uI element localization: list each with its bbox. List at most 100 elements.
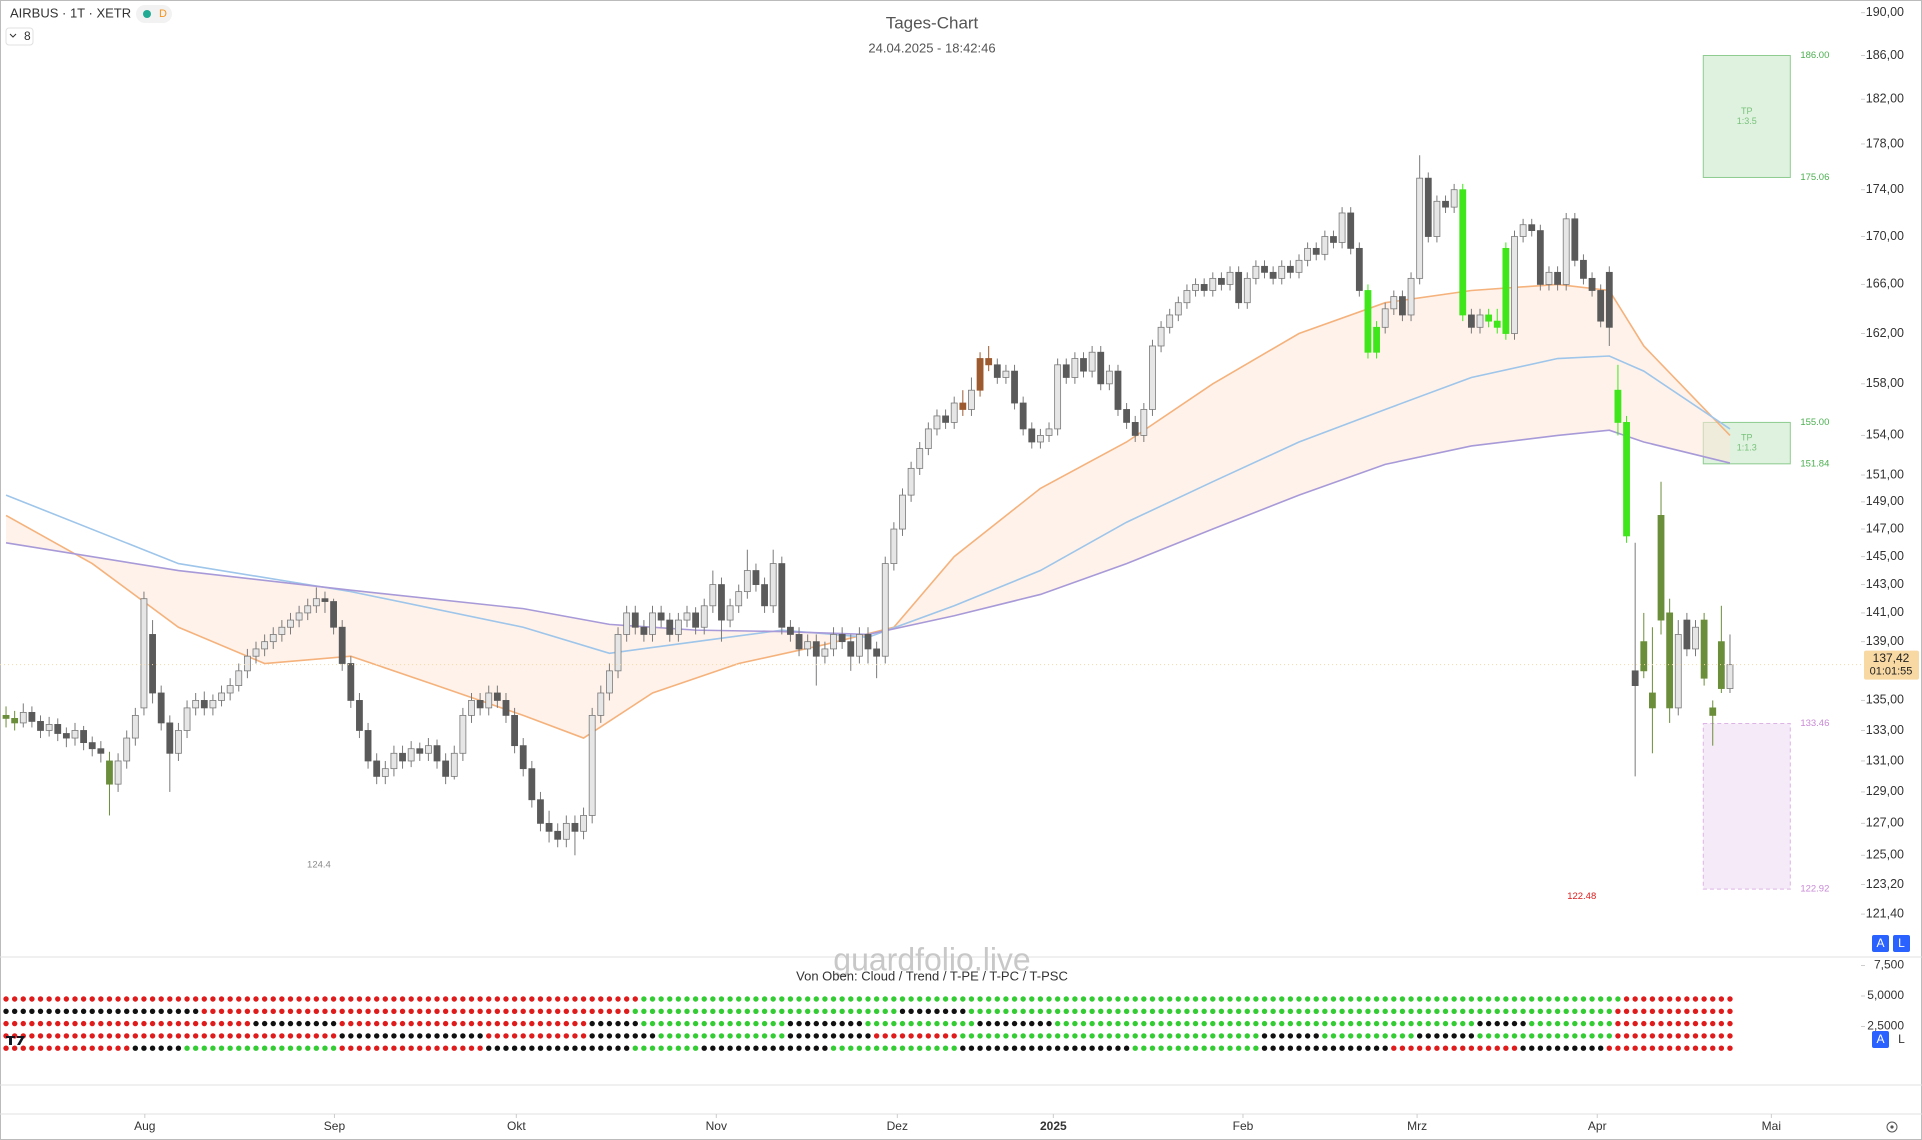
indicator-dot	[227, 1033, 233, 1039]
collapse-button[interactable]	[5, 27, 34, 46]
candle-body	[649, 612, 656, 635]
candle-body	[1528, 224, 1536, 231]
indicator-dot	[1175, 1020, 1182, 1027]
indicator-dot	[1037, 1020, 1044, 1027]
candle-body	[778, 563, 786, 628]
indicator-dot	[839, 1008, 845, 1014]
candle-body	[209, 700, 217, 709]
indicator-dot	[1606, 1008, 1613, 1014]
indicator-dot	[761, 1008, 768, 1014]
indicator-dot	[339, 996, 345, 1002]
candle-body	[1467, 314, 1475, 328]
indicator-dot	[261, 1033, 268, 1039]
indicator-dot	[1063, 1008, 1069, 1014]
indicator-dot	[649, 1033, 656, 1039]
indicator-dot	[1132, 1008, 1138, 1014]
auto-scale-label[interactable]: A	[1876, 936, 1884, 950]
target-bottom-label: 122.92	[1800, 884, 1829, 895]
log-scale-label[interactable]: L	[1898, 1032, 1905, 1046]
indicator-dot	[667, 996, 673, 1002]
candle-body	[614, 634, 622, 672]
indicator-dot	[1503, 1045, 1509, 1051]
x-tick-label: Mai	[1762, 1119, 1781, 1133]
indicator-dot	[848, 1045, 854, 1051]
indicator-dot	[279, 1045, 285, 1051]
indicator-dot	[589, 1020, 595, 1027]
indicator-dot	[572, 1020, 578, 1027]
indicator-dot	[1460, 996, 1466, 1002]
indicator-dot	[1649, 1008, 1656, 1014]
indicator-dot	[718, 1020, 725, 1027]
indicator-dot	[787, 1033, 794, 1039]
candle-body	[493, 692, 501, 701]
indicator-dot	[37, 1020, 44, 1027]
indicator-dot	[1520, 1045, 1526, 1051]
indicator-dot	[1641, 1033, 1647, 1039]
indicator-dot	[1098, 996, 1104, 1002]
indicator-dot	[20, 1020, 26, 1027]
indicator-dot	[1684, 1020, 1690, 1027]
indicator-dot	[442, 1033, 449, 1039]
indicator-dot	[804, 1020, 811, 1027]
candle-body	[640, 626, 648, 635]
indicator-dot	[960, 1045, 966, 1051]
indicator-dot	[744, 1020, 751, 1027]
indicator-dot	[1184, 1045, 1190, 1051]
indicator-dot	[891, 996, 897, 1002]
indicator-dot	[1003, 1033, 1009, 1039]
indicator-dot	[692, 1008, 699, 1014]
y-tick-label: 141,00	[1866, 605, 1904, 619]
log-scale-button[interactable]	[1893, 935, 1910, 952]
indicator-dot	[1589, 1008, 1595, 1014]
indicator-dot	[1235, 1045, 1242, 1051]
indicator-dot	[856, 1020, 863, 1027]
candle-body	[950, 402, 958, 423]
candle-body	[1519, 224, 1527, 237]
indicator-dot	[1072, 996, 1078, 1002]
indicator-dot	[917, 1033, 923, 1039]
indicator-dot	[1684, 1045, 1690, 1051]
indicator-dot	[192, 996, 199, 1002]
candle-body	[718, 584, 725, 621]
indicator-dot	[1296, 1045, 1302, 1051]
indicator-count[interactable]: 8	[24, 29, 31, 43]
indicator-dot	[968, 996, 975, 1002]
candle-body	[1062, 364, 1070, 378]
indicator-dot	[658, 1045, 664, 1051]
candle-body	[502, 700, 510, 716]
indicator-dot	[658, 1008, 664, 1014]
indicator-dot	[796, 1020, 802, 1027]
y-tick-label: 149,00	[1866, 494, 1904, 508]
indicator-dot	[218, 996, 225, 1002]
indicator-dot	[1149, 1008, 1156, 1014]
settings-icon[interactable]	[1886, 1121, 1898, 1133]
indicator-dot	[1649, 1020, 1656, 1027]
indicator-dot	[1279, 996, 1285, 1002]
indicator-dot	[1054, 996, 1061, 1002]
log-scale-label[interactable]: L	[1898, 936, 1905, 950]
candle-body	[985, 358, 993, 366]
indicator-dot	[1718, 1045, 1725, 1051]
indicator-dot	[1399, 1008, 1406, 1014]
indicator-dot	[1287, 1008, 1294, 1014]
auto-scale-label[interactable]: A	[1876, 1032, 1884, 1046]
indicator-dot	[1098, 1045, 1104, 1051]
indicator-dot	[925, 1008, 932, 1014]
candle-body	[1037, 435, 1044, 443]
indicator-dot	[1054, 1045, 1061, 1051]
candle-body	[1640, 641, 1648, 672]
indicator-dot	[1485, 1008, 1492, 1014]
auto-scale-button[interactable]	[1872, 935, 1889, 952]
auto-scale-button[interactable]	[1872, 1031, 1889, 1048]
indicator-dot	[873, 1008, 880, 1014]
indicator-dot	[1115, 1033, 1121, 1039]
indicator-dot	[1201, 1045, 1207, 1051]
indicator-dot	[1442, 1008, 1449, 1014]
indicator-dot	[494, 1020, 501, 1027]
target-top-label: 133.46	[1800, 718, 1829, 729]
indicator-dot	[1261, 1033, 1268, 1039]
indicator-dot	[494, 996, 501, 1002]
indicator-dot	[1537, 1045, 1544, 1051]
candle-body	[787, 626, 794, 635]
indicator-dot	[873, 1033, 880, 1039]
